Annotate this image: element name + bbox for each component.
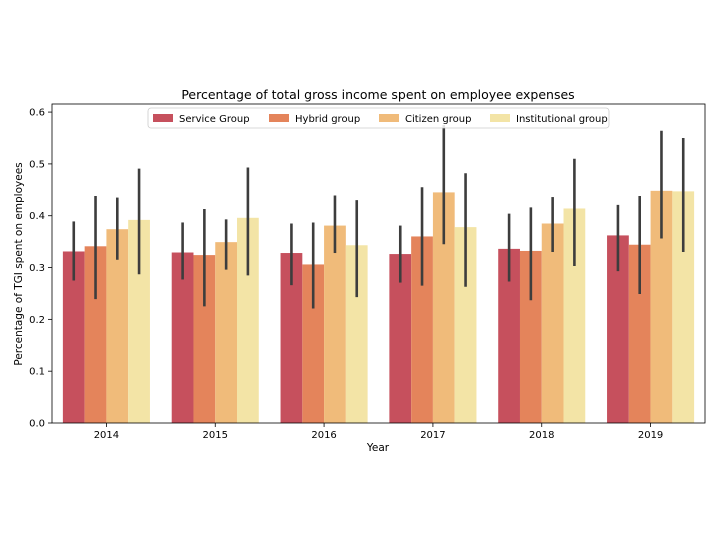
y-tick-label: 0.4	[29, 211, 45, 222]
bar-hybrid-group-2014	[84, 246, 107, 423]
bar-service-group-2016	[280, 253, 303, 423]
bar-service-group-2018	[498, 248, 520, 423]
chart-title: Percentage of total gross income spent o…	[181, 87, 574, 102]
bar-citizen-group-2019	[650, 190, 673, 423]
bar-service-group-2017	[389, 254, 412, 423]
y-tick-label: 0.0	[29, 419, 45, 430]
y-axis: 0.0 0.1 0.2 0.3 0.4 0.5 0.6	[29, 108, 52, 430]
x-tick-label: 2018	[529, 430, 554, 441]
bar-hybrid-group-2018	[519, 250, 542, 423]
legend-swatch-hybrid-group	[269, 114, 289, 122]
bar-hybrid-group-2016	[302, 264, 325, 423]
x-tick-label: 2015	[203, 430, 228, 441]
y-tick-label: 0.2	[29, 315, 45, 326]
y-tick-label: 0.6	[29, 108, 45, 119]
x-tick-label: 2016	[311, 430, 336, 441]
bar-hybrid-group-2017	[411, 236, 433, 423]
bar-institutional-group-2019	[672, 191, 695, 423]
x-tick-label: 2014	[94, 430, 119, 441]
bar-service-group-2015	[171, 252, 194, 423]
y-tick-label: 0.1	[29, 367, 45, 378]
bar-citizen-group-2016	[324, 225, 346, 423]
legend-box	[147, 107, 610, 129]
error-bars-layer	[72, 125, 685, 309]
x-tick-label: 2017	[420, 430, 445, 441]
bar-institutional-group-2017	[454, 227, 477, 423]
legend-swatch-service-group	[153, 114, 173, 122]
bar-citizen-group-2017	[432, 192, 455, 423]
bar-institutional-group-2018	[563, 208, 586, 423]
bar-institutional-group-2016	[345, 245, 368, 423]
x-tick-label: 2019	[638, 430, 663, 441]
legend-label-hybrid-group: Hybrid group	[295, 114, 360, 125]
bar-citizen-group-2018	[541, 223, 564, 423]
y-tick-label: 0.5	[29, 159, 45, 170]
y-axis-label: Percentage of TGI spent on employees	[13, 162, 25, 365]
bar-service-group-2019	[607, 235, 629, 423]
bar-institutional-group-2015	[237, 217, 259, 423]
x-axis: 2014 2015 2016 2017 2018 2019	[94, 423, 663, 441]
legend-label-institutional-group: Institutional group	[516, 114, 608, 125]
bar-institutional-group-2014	[128, 219, 150, 423]
bar-service-group-2014	[62, 251, 85, 423]
bar-hybrid-group-2015	[193, 255, 216, 423]
y-tick-label: 0.3	[29, 263, 45, 274]
plot-frame	[51, 103, 706, 424]
bar-hybrid-group-2019	[628, 244, 651, 423]
bars-layer	[62, 190, 695, 423]
bar-citizen-group-2015	[215, 242, 238, 423]
legend-swatch-institutional-group	[490, 114, 510, 122]
legend-swatch-citizen-group	[379, 114, 399, 122]
legend-label-service-group: Service Group	[179, 114, 250, 125]
legend-label-citizen-group: Citizen group	[405, 114, 471, 125]
plot-area	[51, 103, 706, 424]
bar-citizen-group-2014	[106, 229, 129, 423]
x-axis-label: Year	[366, 442, 390, 454]
legend: Service Group Hybrid group Citizen group In…	[147, 107, 610, 129]
